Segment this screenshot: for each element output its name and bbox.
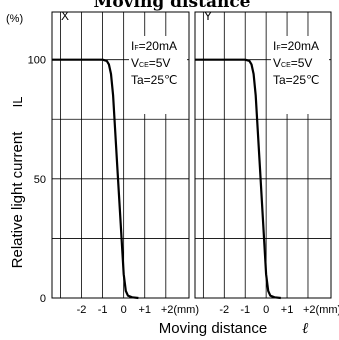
conditions-box bbox=[271, 36, 329, 114]
conditions-box bbox=[129, 36, 187, 114]
x-tick-label: -2 bbox=[219, 304, 229, 316]
x-tick-label: 0 bbox=[263, 304, 269, 316]
x-tick-label: +2(mm) bbox=[161, 304, 199, 316]
y-tick-label: 50 bbox=[34, 174, 46, 186]
condition-ta: Ta=25℃ bbox=[273, 73, 320, 87]
x-tick-label: +1 bbox=[138, 304, 151, 316]
x-axis-label-text: Moving distance bbox=[159, 320, 267, 337]
condition-if: IF=20mA bbox=[273, 39, 319, 53]
x-tick-label: -2 bbox=[77, 304, 87, 316]
chart-title: Moving distance bbox=[94, 0, 251, 12]
y-tick-label: 100 bbox=[28, 55, 46, 67]
panel-y: Y -2 -1 0 +1 +2(mm) IF=20mA VCE=5V Ta=25℃ bbox=[194, 9, 339, 316]
condition-vce: VCE=5V bbox=[131, 56, 170, 70]
x-tick-label: -1 bbox=[98, 304, 108, 316]
x-axis-symbol: ℓ bbox=[302, 319, 308, 337]
x-tick-label: -1 bbox=[240, 304, 250, 316]
x-axis-label: Moving distance ℓ bbox=[159, 319, 308, 337]
plot-frame bbox=[194, 11, 332, 299]
y-axis-label: Relative light current IL bbox=[9, 97, 26, 269]
series-line bbox=[195, 58, 281, 300]
x-tick-label: 0 bbox=[121, 304, 127, 316]
panel-label: X bbox=[61, 9, 69, 23]
condition-vce: VCE=5V bbox=[273, 56, 312, 70]
y-unit-label: (%) bbox=[6, 13, 23, 25]
panel-x: X 0 50 100 -2 -1 0 +1 +2(mm) IF=20mA VCE=5V Ta=25℃ bbox=[28, 9, 199, 316]
plot-frame bbox=[51, 11, 190, 299]
x-tick-label: +2(mm) bbox=[303, 304, 339, 316]
x-tick-label: +1 bbox=[281, 304, 294, 316]
panel-label: Y bbox=[204, 9, 212, 23]
series-line bbox=[52, 58, 139, 300]
y-axis-label-text: Relative light current bbox=[9, 131, 26, 269]
condition-if: IF=20mA bbox=[131, 39, 177, 53]
condition-ta: Ta=25℃ bbox=[131, 73, 178, 87]
y-tick-label: 0 bbox=[40, 293, 46, 305]
y-axis-symbol: IL bbox=[10, 97, 25, 108]
